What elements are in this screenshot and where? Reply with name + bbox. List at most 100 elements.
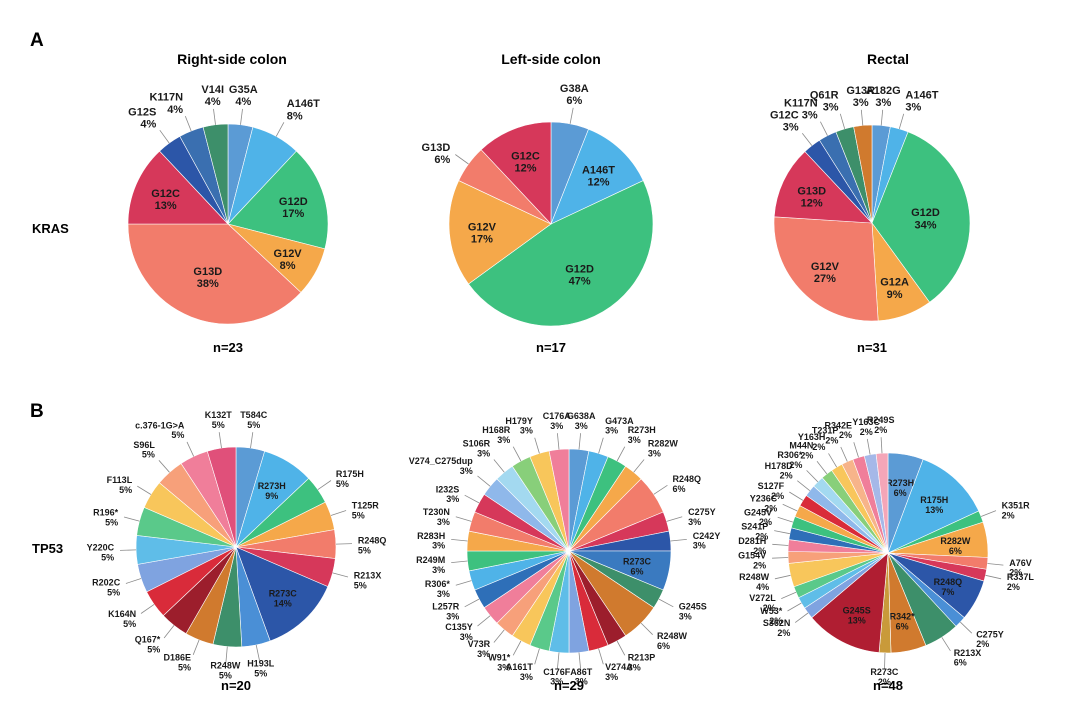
slice-label-percent: 3% <box>688 517 701 527</box>
slice-label-percent: 4% <box>140 119 156 131</box>
slice-label-name: V14I <box>201 84 224 96</box>
slice-label-percent: 3% <box>575 421 588 431</box>
slice-label-name: G638A <box>567 411 596 421</box>
slice-label-k351r: K351R 2% <box>1002 500 1031 520</box>
slice-label-percent: 13% <box>155 200 177 212</box>
leader-line-f113l <box>137 485 152 495</box>
slice-label-q167: Q167* 5% <box>135 635 161 655</box>
slice-g12c <box>480 121 552 225</box>
slice-label-s106r: S106R 3% <box>463 439 491 459</box>
leader-line-h193l <box>255 644 260 661</box>
slice-label-percent: 3% <box>477 449 490 459</box>
leader-line-g154v <box>772 557 789 559</box>
slice-g12d <box>871 131 971 303</box>
slice-label-name: K117N <box>149 92 183 104</box>
slice-label-percent: 3% <box>575 677 588 687</box>
leader-line-g38a <box>569 107 574 124</box>
slice-label-r248q: R248Q 5% <box>358 536 387 556</box>
sample-size-label: n=29 <box>554 678 584 693</box>
slice-label-r273c: R273C 2% <box>870 667 899 687</box>
slice-label-name: R196* <box>93 507 119 517</box>
leader-line-g245v <box>777 516 794 523</box>
slice-label-r306: R306* 2% <box>777 450 803 470</box>
slice-label-name: G12C <box>770 110 799 122</box>
slice-label-name: R273C <box>269 589 298 599</box>
slice-label-d281h: D281H 2% <box>738 536 766 556</box>
sample-size-label: n=17 <box>536 340 566 355</box>
slice-label-y163h: Y163H 2% <box>798 432 826 452</box>
slice-label-name: V274_C275dup <box>409 456 474 466</box>
slice-label-name: S127F <box>758 481 785 491</box>
slice-label-name: A146T <box>905 89 938 101</box>
slice-label-percent: 2% <box>763 603 776 613</box>
slice-label-m44n: M44N 2% <box>789 440 813 460</box>
slice-label-r196: R196* 5% <box>93 507 119 527</box>
slice-label-q61r: Q61R 3% <box>810 89 839 113</box>
slice-label-r342: R342* 6% <box>890 612 916 632</box>
leader-line-k132t <box>218 432 222 449</box>
slice-label-g13r: G13R 3% <box>846 85 875 109</box>
slice-label-percent: 6% <box>949 546 962 556</box>
slice-label-percent: 3% <box>460 466 473 476</box>
slice-label-name: R249M <box>416 555 445 565</box>
slice-label-percent: 3% <box>905 101 921 113</box>
slice-label-c275y: C275Y 3% <box>688 507 716 527</box>
slice-label-r248q: R248Q 6% <box>673 474 702 494</box>
slice-label-name: T125R <box>352 501 380 511</box>
slice-label-name: R248W <box>657 631 688 641</box>
slice-label-g12d: G12D 34% <box>911 207 940 231</box>
pie-tp53-right-side-colon: T584C 5%R273H 9%R175H 5%T125R 5%R248Q 5%R213X… <box>87 410 387 693</box>
slice-label-g13d: G13D 38% <box>193 266 222 290</box>
slice-label-s96l: S96L 5% <box>133 440 155 460</box>
slice-label-name: W91* <box>488 653 511 663</box>
slice-label-y236c: Y236C 2% <box>750 494 778 514</box>
slice-label-g12v: G12V 8% <box>274 248 303 272</box>
slice-label-name: C176F <box>543 667 571 677</box>
slice-label-name: G13D <box>797 186 826 198</box>
slice-label-name: G473A <box>605 416 634 426</box>
slice-label-percent: 3% <box>550 677 563 687</box>
slice-label-name: R273C <box>623 557 652 567</box>
leader-line-r248w <box>225 646 228 663</box>
slice-label-a146t: A146T 3% <box>905 89 938 113</box>
slice-label-name: R248W <box>739 572 770 582</box>
leader-line-k351r <box>980 510 997 517</box>
leader-line-g12s <box>159 129 170 144</box>
slice-label-name: F113L <box>107 475 133 485</box>
leader-line-r202c <box>125 578 142 584</box>
leader-line-w53 <box>787 602 802 612</box>
slice-label-r175h: R175H 5% <box>336 469 364 489</box>
slice-label-percent: 3% <box>693 541 706 551</box>
slice-label-name: D186E <box>163 652 191 662</box>
slice-label-name: R175H <box>336 469 364 479</box>
slice-label-percent: 3% <box>437 589 450 599</box>
slice-label-percent: 2% <box>753 546 766 556</box>
slice-label-percent: 12% <box>801 198 823 210</box>
slice-label-percent: 5% <box>247 420 260 430</box>
slice-label-d186e: D186E 5% <box>163 652 191 672</box>
slice-label-name: G13D <box>193 266 222 278</box>
slice-label-v274-c275dup: V274_C275dup 3% <box>409 456 474 476</box>
slice-label-percent: 5% <box>212 420 225 430</box>
slice-label-f113l: F113L 5% <box>107 475 133 495</box>
slice-label-name: V73R <box>468 639 491 649</box>
slice-label-percent: 9% <box>887 289 903 301</box>
slice-label-g12c: G12C 13% <box>151 188 180 212</box>
slice-label-percent: 3% <box>605 672 618 682</box>
pie-tp53-rectal: R273H 6%R175H 13% K351R 2%R282W 6%A76V 2%R337L… <box>738 415 1034 693</box>
leader-line-c176a <box>557 433 560 450</box>
slice-label-g12c: G12C 12% <box>511 151 540 175</box>
slice-label-percent: 3% <box>446 612 459 622</box>
leader-line-r342e <box>853 442 859 458</box>
leader-line-r337l <box>985 574 1002 580</box>
slice-label-percent: 5% <box>105 517 118 527</box>
slice-label-s362n: S362N 2% <box>763 618 791 638</box>
slice-g12c <box>127 150 229 225</box>
slice-label-c135y: C135Y 3% <box>445 622 473 642</box>
slice-label-r282w: R282W 3% <box>648 439 679 459</box>
slice-label-percent: 3% <box>520 672 533 682</box>
leader-line-q61r <box>839 113 846 130</box>
slice-r273c <box>235 546 329 642</box>
slice-label-name: A86T <box>570 667 593 677</box>
